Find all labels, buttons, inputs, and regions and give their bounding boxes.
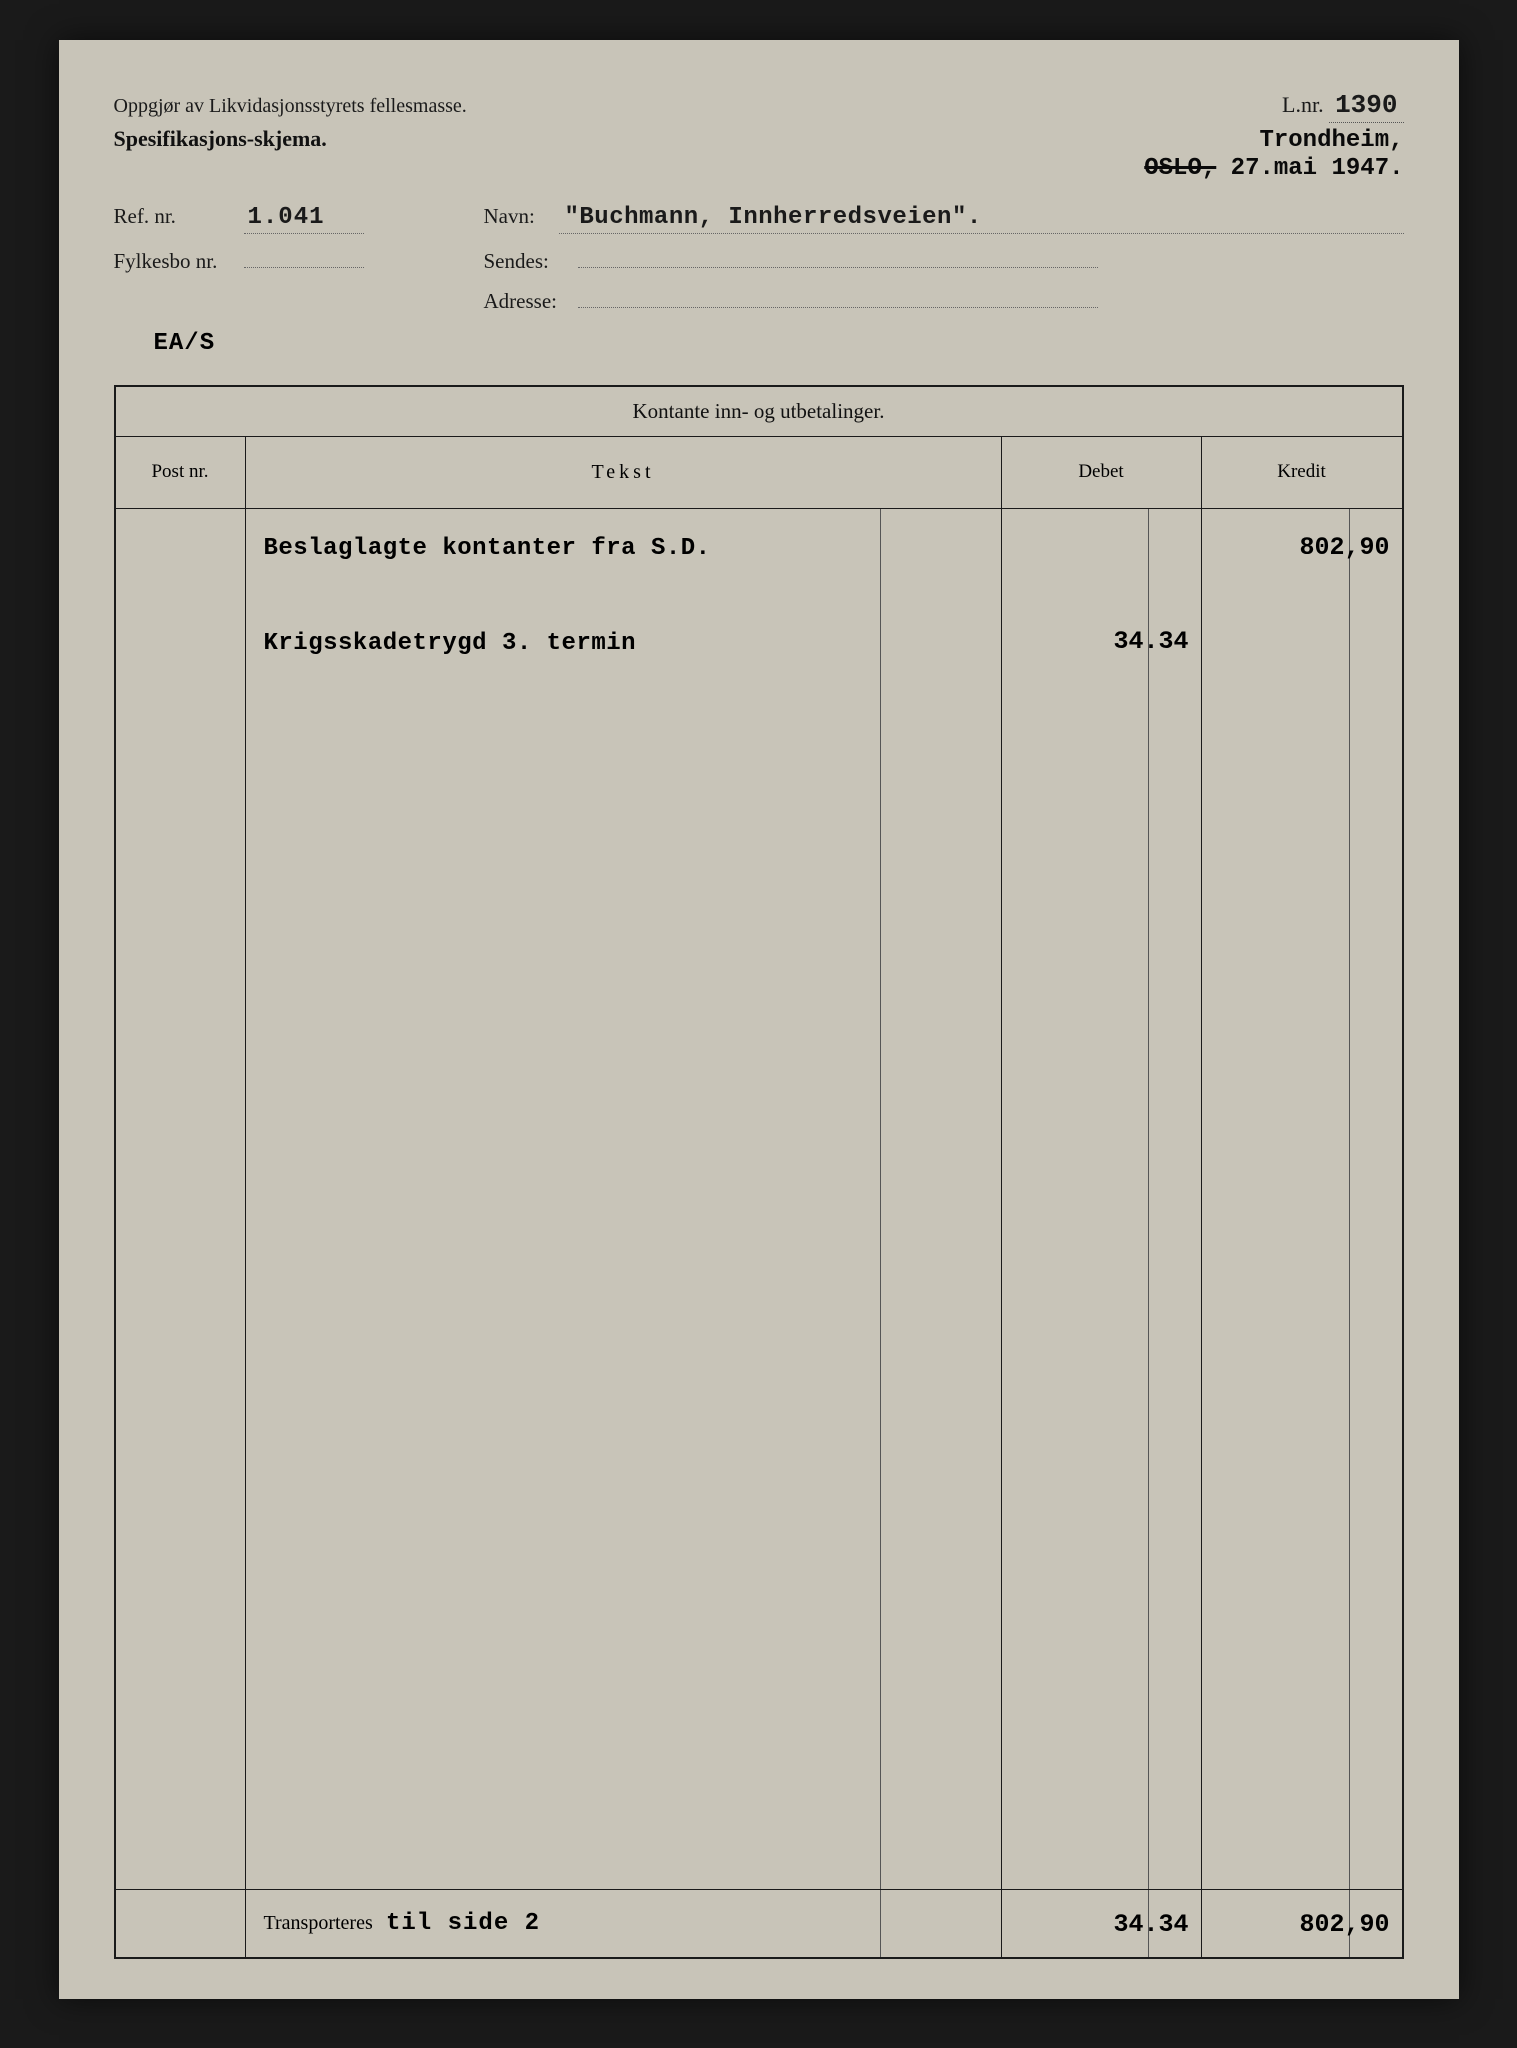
header-row-1: Oppgjør av Likvidasjonsstyrets fellesmas… [114, 90, 1404, 120]
fylkesbo-sendes-row: Fylkesbo nr. Sendes: [114, 248, 1404, 274]
ledger-body: Beslaglagte kontanter fra S.D. Krigsskad… [116, 509, 1402, 1889]
lnr-field: L.nr. 1390 [1282, 90, 1403, 120]
reference-fields: Ref. nr. 1.041 Navn: "Buchmann, Innherre… [114, 204, 1404, 314]
navn-value: "Buchmann, Innherredsveien". [559, 204, 1404, 234]
col-header-post: Post nr. [116, 437, 246, 508]
ref-navn-row: Ref. nr. 1.041 Navn: "Buchmann, Innherre… [114, 204, 1404, 234]
column-headers: Post nr. Tekst Debet Kredit [116, 437, 1402, 509]
transport-label: Transporteres [264, 1912, 373, 1934]
col-header-debet: Debet [1002, 437, 1202, 508]
adresse-label: Adresse: [484, 289, 574, 314]
date-value: 27.mai 1947. [1231, 155, 1404, 182]
document-page: Oppgjør av Likvidasjonsstyrets fellesmas… [59, 40, 1459, 1999]
entry-1-text: Beslaglagte kontanter fra S.D. [264, 535, 983, 562]
tekst-column: Beslaglagte kontanter fra S.D. Krigsskad… [246, 509, 1002, 1889]
sendes-value [578, 248, 1098, 268]
ledger-title: Kontante inn- og utbetalinger. [116, 387, 1402, 437]
fylkesbo-label: Fylkesbo nr. [114, 249, 244, 274]
lnr-label: L.nr. [1282, 92, 1324, 117]
header-row-2: Spesifikasjons-skjema. Trondheim, OSLO, … [114, 126, 1404, 182]
transport-value: til side 2 [386, 1910, 540, 1937]
sendes-label: Sendes: [484, 249, 574, 274]
ledger-footer: Transporteres til side 2 34.34 802,90 [116, 1889, 1402, 1957]
footer-post-cell [116, 1890, 246, 1957]
footer-kredit-total: 802,90 [1299, 1910, 1389, 1939]
form-title: Oppgjør av Likvidasjonsstyrets fellesmas… [114, 95, 467, 118]
post-column [116, 509, 246, 1889]
ref-value: 1.041 [244, 204, 364, 234]
debet-subrule [1148, 509, 1149, 1889]
navn-label: Navn: [484, 204, 559, 229]
form-header: Oppgjør av Likvidasjonsstyrets fellesmas… [114, 90, 1404, 357]
spec-schema-label: Spesifikasjons-skjema. [114, 126, 327, 152]
place-value: Trondheim, [1144, 127, 1403, 155]
col-header-tekst: Tekst [246, 437, 1002, 508]
footer-tekst-cell: Transporteres til side 2 [246, 1890, 1002, 1957]
lnr-value: 1390 [1329, 90, 1403, 123]
place-date: Trondheim, OSLO, 27.mai 1947. [1144, 127, 1403, 182]
footer-tekst-subrule [880, 1890, 881, 1957]
ea-s-label: EA/S [154, 330, 1404, 357]
footer-debet-cell: 34.34 [1002, 1890, 1202, 1957]
ref-label: Ref. nr. [114, 204, 244, 229]
kredit-column: 802,90 [1202, 509, 1402, 1889]
footer-kredit-cell: 802,90 [1202, 1890, 1402, 1957]
fylkesbo-value [244, 265, 364, 268]
entry-2-debet: 34.34 [1113, 627, 1188, 656]
col-header-kredit: Kredit [1202, 437, 1402, 508]
adresse-row: Adresse: [114, 288, 1404, 314]
tekst-subrule [880, 509, 881, 1889]
footer-debet-total: 34.34 [1113, 1910, 1188, 1939]
debet-column: 34.34 [1002, 509, 1202, 1889]
kredit-subrule [1349, 509, 1350, 1889]
entry-2-text: Krigsskadetrygd 3. termin [264, 630, 983, 657]
struck-city: OSLO, [1144, 155, 1216, 182]
ledger-table: Kontante inn- og utbetalinger. Post nr. … [114, 385, 1404, 1959]
entry-1-kredit: 802,90 [1299, 533, 1389, 562]
adresse-value [578, 288, 1098, 308]
